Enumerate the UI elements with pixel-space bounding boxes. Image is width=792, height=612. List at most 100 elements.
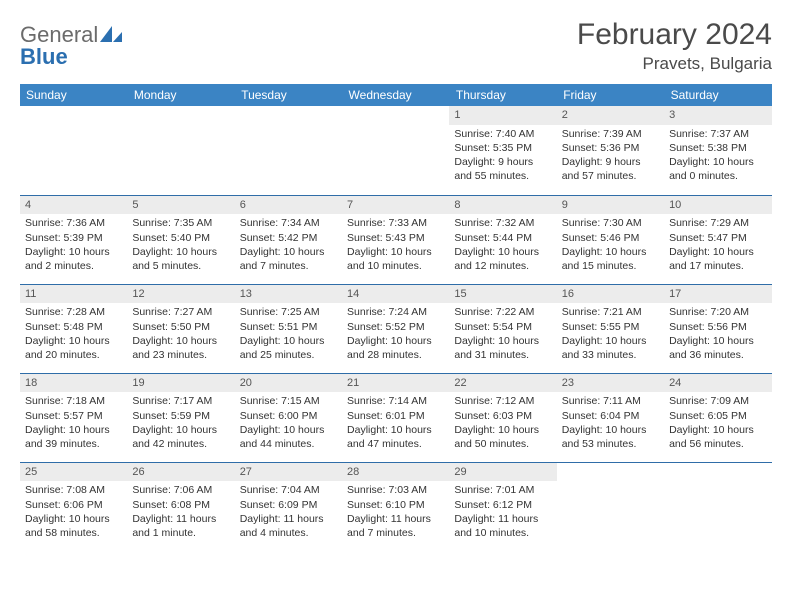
sunrise-text: Sunrise: 7:15 AM xyxy=(240,394,337,408)
sunrise-text: Sunrise: 7:08 AM xyxy=(25,483,122,497)
day-content: Sunrise: 7:40 AMSunset: 5:35 PMDaylight:… xyxy=(449,125,556,187)
day-content: Sunrise: 7:28 AMSunset: 5:48 PMDaylight:… xyxy=(20,303,127,365)
sunrise-text: Sunrise: 7:17 AM xyxy=(132,394,229,408)
calendar-cell: 19Sunrise: 7:17 AMSunset: 5:59 PMDayligh… xyxy=(127,373,234,462)
sunset-text: Sunset: 6:10 PM xyxy=(347,498,444,512)
sunset-text: Sunset: 5:50 PM xyxy=(132,320,229,334)
day-number: 20 xyxy=(235,374,342,393)
day-content: Sunrise: 7:24 AMSunset: 5:52 PMDaylight:… xyxy=(342,303,449,365)
sunrise-text: Sunrise: 7:06 AM xyxy=(132,483,229,497)
day-number: 28 xyxy=(342,463,449,482)
day-number: 26 xyxy=(127,463,234,482)
day-content: Sunrise: 7:09 AMSunset: 6:05 PMDaylight:… xyxy=(664,392,771,454)
day-header: Friday xyxy=(557,84,664,106)
day-content: Sunrise: 7:29 AMSunset: 5:47 PMDaylight:… xyxy=(664,214,771,276)
sunset-text: Sunset: 6:01 PM xyxy=(347,409,444,423)
day-content: Sunrise: 7:06 AMSunset: 6:08 PMDaylight:… xyxy=(127,481,234,543)
day-number: 10 xyxy=(664,196,771,215)
calendar-cell: 22Sunrise: 7:12 AMSunset: 6:03 PMDayligh… xyxy=(449,373,556,462)
day-header: Saturday xyxy=(664,84,771,106)
sunset-text: Sunset: 5:35 PM xyxy=(454,141,551,155)
sunrise-text: Sunrise: 7:12 AM xyxy=(454,394,551,408)
day-number: 18 xyxy=(20,374,127,393)
sunrise-text: Sunrise: 7:36 AM xyxy=(25,216,122,230)
daylight-text: Daylight: 10 hours and 17 minutes. xyxy=(669,245,766,273)
sunrise-text: Sunrise: 7:28 AM xyxy=(25,305,122,319)
daylight-text: Daylight: 11 hours and 4 minutes. xyxy=(240,512,337,540)
day-content: Sunrise: 7:35 AMSunset: 5:40 PMDaylight:… xyxy=(127,214,234,276)
sunrise-text: Sunrise: 7:11 AM xyxy=(562,394,659,408)
sunrise-text: Sunrise: 7:24 AM xyxy=(347,305,444,319)
sunset-text: Sunset: 5:44 PM xyxy=(454,231,551,245)
calendar-cell xyxy=(557,462,664,551)
daylight-text: Daylight: 10 hours and 15 minutes. xyxy=(562,245,659,273)
day-header: Wednesday xyxy=(342,84,449,106)
day-content: Sunrise: 7:36 AMSunset: 5:39 PMDaylight:… xyxy=(20,214,127,276)
sunrise-text: Sunrise: 7:32 AM xyxy=(454,216,551,230)
sunset-text: Sunset: 5:48 PM xyxy=(25,320,122,334)
day-content: Sunrise: 7:17 AMSunset: 5:59 PMDaylight:… xyxy=(127,392,234,454)
day-content: Sunrise: 7:30 AMSunset: 5:46 PMDaylight:… xyxy=(557,214,664,276)
day-number: 7 xyxy=(342,196,449,215)
sunset-text: Sunset: 5:43 PM xyxy=(347,231,444,245)
sunset-text: Sunset: 5:55 PM xyxy=(562,320,659,334)
calendar-cell xyxy=(127,106,234,195)
sunrise-text: Sunrise: 7:25 AM xyxy=(240,305,337,319)
day-header-row: Sunday Monday Tuesday Wednesday Thursday… xyxy=(20,84,772,106)
sunset-text: Sunset: 6:04 PM xyxy=(562,409,659,423)
daylight-text: Daylight: 10 hours and 44 minutes. xyxy=(240,423,337,451)
sunrise-text: Sunrise: 7:35 AM xyxy=(132,216,229,230)
calendar-cell: 23Sunrise: 7:11 AMSunset: 6:04 PMDayligh… xyxy=(557,373,664,462)
daylight-text: Daylight: 10 hours and 25 minutes. xyxy=(240,334,337,362)
daylight-text: Daylight: 11 hours and 10 minutes. xyxy=(454,512,551,540)
calendar-cell: 5Sunrise: 7:35 AMSunset: 5:40 PMDaylight… xyxy=(127,195,234,284)
sunset-text: Sunset: 5:57 PM xyxy=(25,409,122,423)
day-number: 9 xyxy=(557,196,664,215)
calendar-cell: 26Sunrise: 7:06 AMSunset: 6:08 PMDayligh… xyxy=(127,462,234,551)
daylight-text: Daylight: 10 hours and 28 minutes. xyxy=(347,334,444,362)
sunset-text: Sunset: 6:08 PM xyxy=(132,498,229,512)
daylight-text: Daylight: 10 hours and 23 minutes. xyxy=(132,334,229,362)
daylight-text: Daylight: 9 hours and 57 minutes. xyxy=(562,155,659,183)
brand-logo: General Blue xyxy=(20,18,122,68)
day-number: 23 xyxy=(557,374,664,393)
calendar-cell: 14Sunrise: 7:24 AMSunset: 5:52 PMDayligh… xyxy=(342,284,449,373)
day-content: Sunrise: 7:34 AMSunset: 5:42 PMDaylight:… xyxy=(235,214,342,276)
day-content: Sunrise: 7:37 AMSunset: 5:38 PMDaylight:… xyxy=(664,125,771,187)
calendar-cell: 10Sunrise: 7:29 AMSunset: 5:47 PMDayligh… xyxy=(664,195,771,284)
day-content: Sunrise: 7:08 AMSunset: 6:06 PMDaylight:… xyxy=(20,481,127,543)
day-content: Sunrise: 7:20 AMSunset: 5:56 PMDaylight:… xyxy=(664,303,771,365)
daylight-text: Daylight: 11 hours and 7 minutes. xyxy=(347,512,444,540)
calendar-cell: 13Sunrise: 7:25 AMSunset: 5:51 PMDayligh… xyxy=(235,284,342,373)
day-content: Sunrise: 7:32 AMSunset: 5:44 PMDaylight:… xyxy=(449,214,556,276)
day-number: 15 xyxy=(449,285,556,304)
sunset-text: Sunset: 6:00 PM xyxy=(240,409,337,423)
sunset-text: Sunset: 6:03 PM xyxy=(454,409,551,423)
day-number: 22 xyxy=(449,374,556,393)
sunset-text: Sunset: 5:40 PM xyxy=(132,231,229,245)
sunrise-text: Sunrise: 7:22 AM xyxy=(454,305,551,319)
calendar-week: 4Sunrise: 7:36 AMSunset: 5:39 PMDaylight… xyxy=(20,195,772,284)
sunset-text: Sunset: 5:38 PM xyxy=(669,141,766,155)
sunset-text: Sunset: 5:51 PM xyxy=(240,320,337,334)
day-content: Sunrise: 7:12 AMSunset: 6:03 PMDaylight:… xyxy=(449,392,556,454)
calendar-cell: 8Sunrise: 7:32 AMSunset: 5:44 PMDaylight… xyxy=(449,195,556,284)
daylight-text: Daylight: 10 hours and 12 minutes. xyxy=(454,245,551,273)
calendar-week: 1Sunrise: 7:40 AMSunset: 5:35 PMDaylight… xyxy=(20,106,772,195)
sunrise-text: Sunrise: 7:30 AM xyxy=(562,216,659,230)
calendar-cell: 29Sunrise: 7:01 AMSunset: 6:12 PMDayligh… xyxy=(449,462,556,551)
day-content: Sunrise: 7:33 AMSunset: 5:43 PMDaylight:… xyxy=(342,214,449,276)
day-number: 1 xyxy=(449,106,556,125)
sail-icon xyxy=(100,22,122,47)
daylight-text: Daylight: 10 hours and 5 minutes. xyxy=(132,245,229,273)
header: General Blue February 2024 Pravets, Bulg… xyxy=(20,18,772,74)
daylight-text: Daylight: 10 hours and 7 minutes. xyxy=(240,245,337,273)
day-content: Sunrise: 7:25 AMSunset: 5:51 PMDaylight:… xyxy=(235,303,342,365)
day-content: Sunrise: 7:04 AMSunset: 6:09 PMDaylight:… xyxy=(235,481,342,543)
calendar-cell: 24Sunrise: 7:09 AMSunset: 6:05 PMDayligh… xyxy=(664,373,771,462)
day-header: Sunday xyxy=(20,84,127,106)
sunrise-text: Sunrise: 7:09 AM xyxy=(669,394,766,408)
sunset-text: Sunset: 5:39 PM xyxy=(25,231,122,245)
sunrise-text: Sunrise: 7:03 AM xyxy=(347,483,444,497)
day-content: Sunrise: 7:15 AMSunset: 6:00 PMDaylight:… xyxy=(235,392,342,454)
